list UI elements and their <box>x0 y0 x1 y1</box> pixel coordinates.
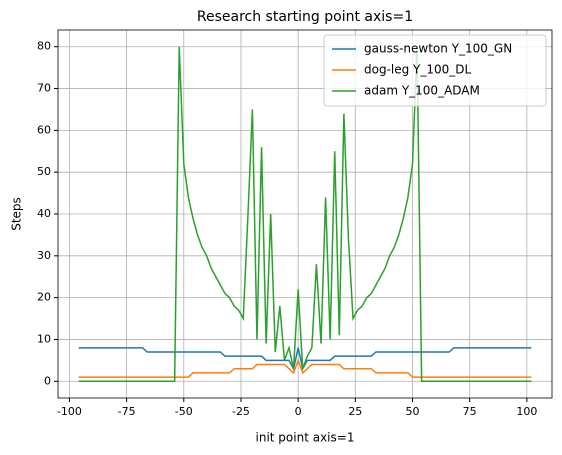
x-tick-label: -25 <box>232 405 250 418</box>
x-tick-label: 75 <box>463 405 477 418</box>
y-tick-label: 10 <box>37 332 51 345</box>
legend-label: adam Y_100_ADAM <box>364 84 480 98</box>
x-tick-label: -50 <box>175 405 193 418</box>
series-line <box>78 347 532 371</box>
y-tick-label: 20 <box>37 291 51 304</box>
x-tick-label: -100 <box>57 405 82 418</box>
y-axis-label: Steps <box>10 197 24 231</box>
legend-label: dog-leg Y_100_DL <box>364 63 472 77</box>
y-tick-label: 50 <box>37 165 51 178</box>
legend-label: gauss-newton Y_100_GN <box>364 42 512 56</box>
y-tick-label: 40 <box>37 207 51 220</box>
x-tick-label: 100 <box>516 405 537 418</box>
plot-frame <box>57 29 553 399</box>
x-tick-label: 0 <box>295 405 302 418</box>
y-tick-label: 0 <box>44 374 51 387</box>
y-tick-label: 70 <box>37 82 51 95</box>
legend: gauss-newton Y_100_GN dog-leg Y_100_DLada… <box>323 34 547 107</box>
y-tick-label: 30 <box>37 249 51 262</box>
series-line <box>78 358 532 378</box>
legend-box <box>323 34 547 107</box>
series-line <box>78 46 532 383</box>
y-tick-label: 60 <box>37 123 51 136</box>
y-tick-label: 80 <box>37 40 51 53</box>
x-axis-label: init point axis=1 <box>256 431 355 445</box>
x-tick-label: 50 <box>405 405 419 418</box>
x-tick-label: -75 <box>118 405 136 418</box>
chart-title: Research starting point axis=1 <box>197 9 413 25</box>
x-tick-label: 25 <box>348 405 362 418</box>
